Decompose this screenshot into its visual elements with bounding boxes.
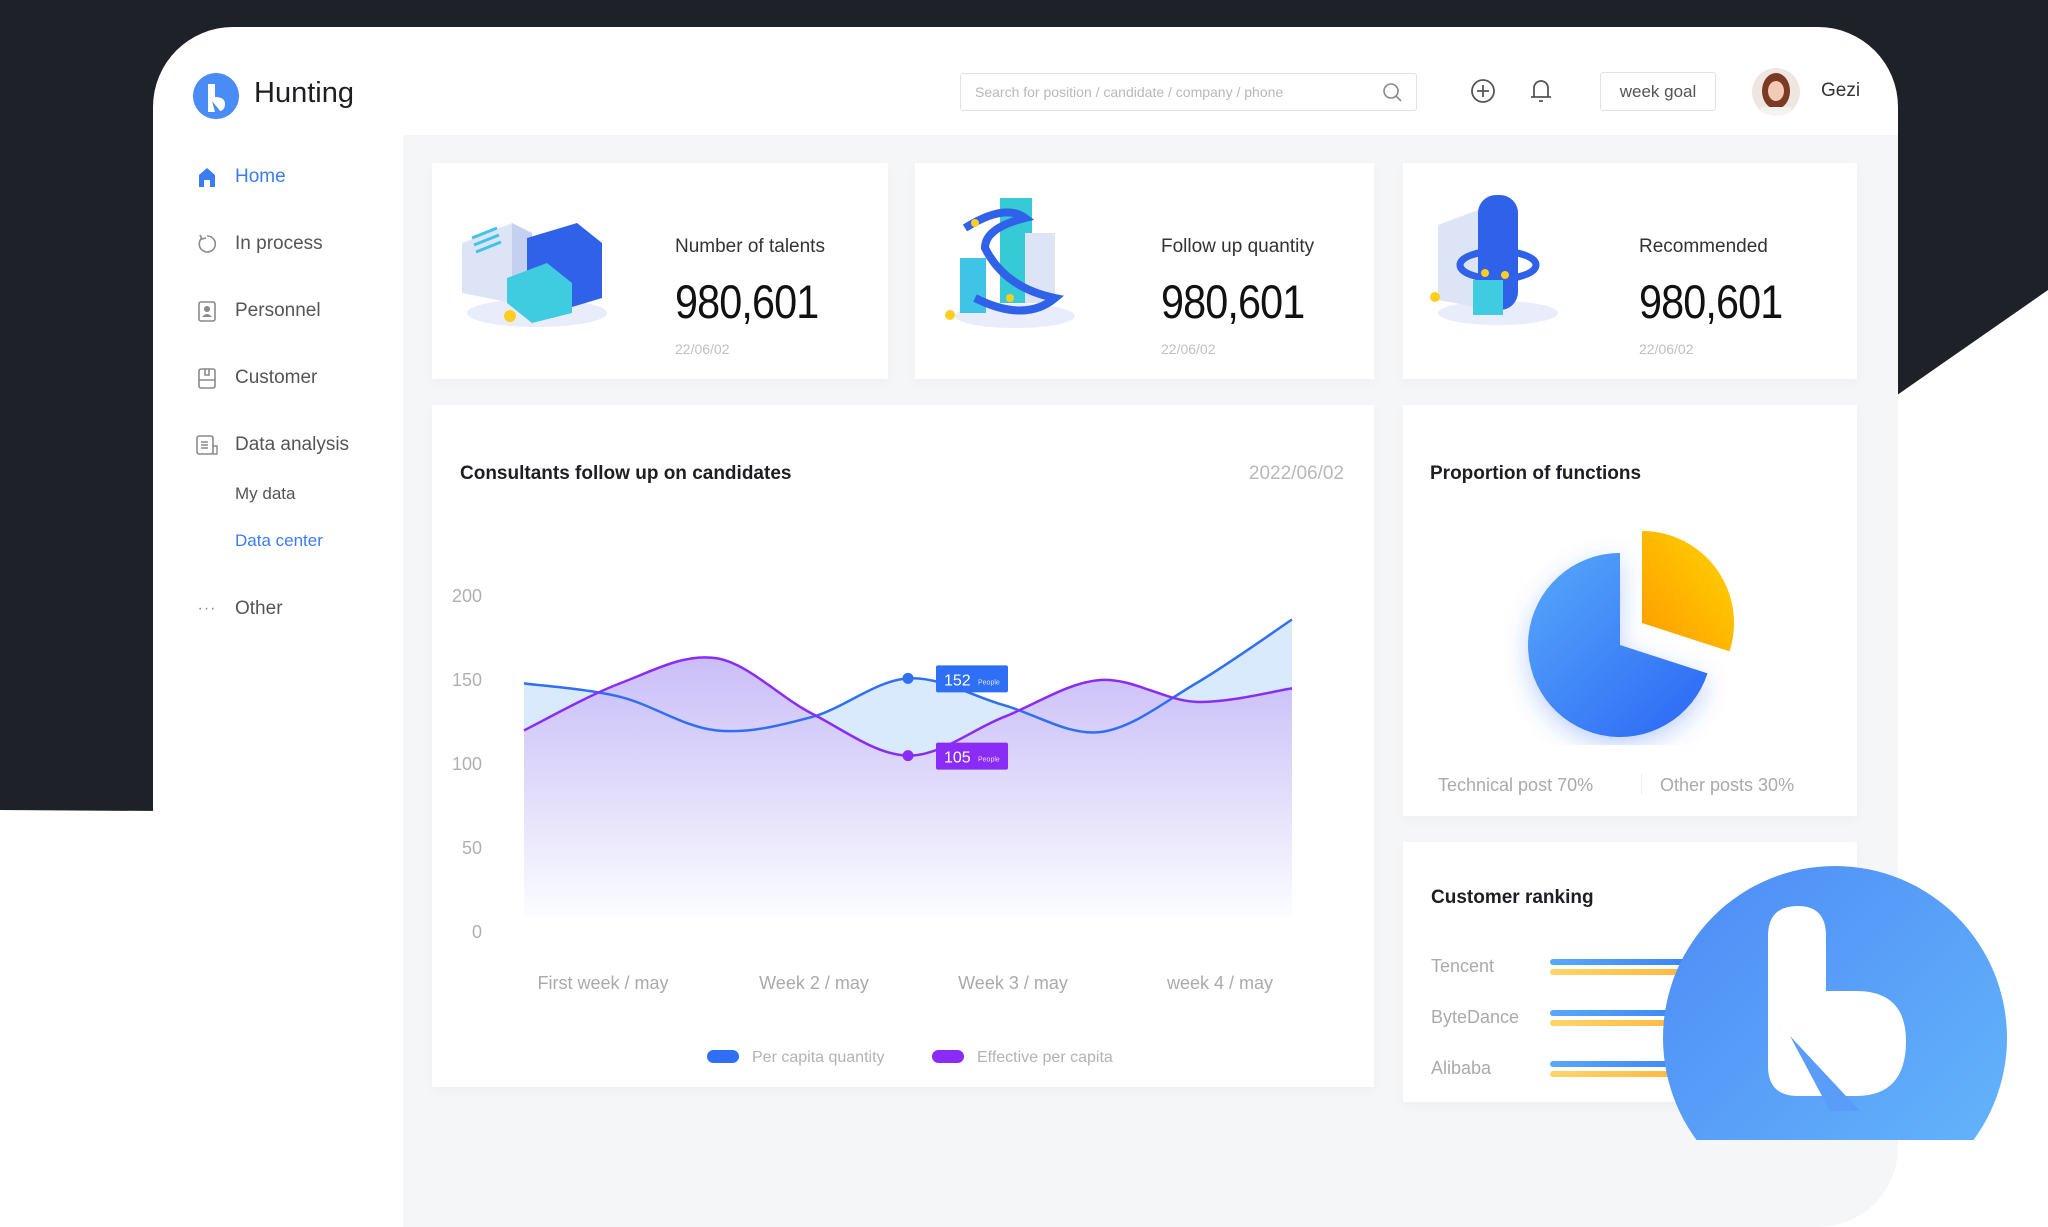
more-icon: ··· (197, 600, 217, 617)
ranking-company: Tencent (1431, 956, 1495, 976)
sidebar-item-label: Customer (235, 367, 318, 388)
report-icon (195, 433, 219, 457)
ranking-row: Tencent (1403, 954, 1857, 984)
stat-title: Number of talents (675, 236, 825, 257)
pie-slice-other[interactable] (1642, 531, 1734, 652)
x-tick-label: Week 3 / may (958, 973, 1068, 993)
data-point[interactable] (902, 672, 914, 684)
sidebar-item-label: Data center (235, 531, 323, 550)
app-logo-icon (193, 73, 239, 119)
ranking-bar-blue (1550, 959, 1800, 965)
search-input[interactable]: Search for position / candidate / compan… (960, 73, 1417, 111)
sidebar-item-label: In process (235, 233, 323, 254)
sidebar-item-in-process[interactable]: In process (153, 224, 403, 264)
app-title: Hunting (254, 77, 354, 109)
recommended-illustration (1430, 195, 1558, 325)
consultants-chart-card: Consultants follow up on candidates 2022… (432, 405, 1374, 1087)
stat-value: 980,601 (1161, 275, 1305, 328)
y-tick-label: 150 (452, 670, 482, 690)
data-label-box (936, 742, 1008, 770)
data-label-unit: People (978, 679, 1000, 686)
pie-label-divider (1641, 773, 1642, 795)
x-tick-label: Week 2 / may (759, 973, 869, 993)
sidebar-item-label: Data analysis (235, 434, 350, 455)
week-goal-button[interactable]: week goal (1600, 72, 1716, 111)
sidebar-item-label: Other (235, 598, 283, 619)
data-label-value: 105 (944, 750, 971, 767)
user-name: Gezi (1821, 80, 1861, 101)
chart-title: Consultants follow up on candidates (460, 463, 792, 484)
stat-card-recommended[interactable]: Recommended 980,601 22/06/02 (1403, 163, 1857, 379)
sidebar-item-home[interactable]: Home (153, 157, 403, 197)
pie-label-other: Other posts 30% (1660, 775, 1795, 795)
chart-date: 2022/06/02 (1248, 463, 1344, 484)
sidebar-item-data-analysis[interactable]: Data analysis (153, 425, 403, 465)
add-icon[interactable] (1469, 77, 1497, 105)
customer-icon (195, 366, 219, 390)
pie-title: Proportion of functions (1430, 463, 1642, 484)
sidebar-item-customer[interactable]: Customer (153, 358, 403, 398)
y-tick-label: 200 (452, 586, 482, 606)
talents-illustration (462, 223, 607, 327)
ranking-bar-orange (1550, 969, 1800, 975)
refresh-icon (195, 232, 219, 256)
sidebar-item-data-center[interactable]: Data center (153, 521, 403, 561)
stat-date: 22/06/02 (1161, 341, 1216, 357)
sidebar-item-other[interactable]: ··· Other (153, 589, 403, 629)
y-tick-label: 100 (452, 754, 482, 774)
y-tick-label: 0 (472, 922, 482, 942)
line-chart: 200 150 100 50 0 First week / may Week 2 / may… (452, 586, 1293, 1066)
person-card-icon (195, 299, 219, 323)
sidebar-item-label: Personnel (235, 300, 321, 321)
avatar[interactable] (1751, 67, 1801, 117)
legend-label: Effective per capita (977, 1049, 1113, 1066)
legend-label: Per capita quantity (752, 1049, 885, 1066)
x-tick-label: First week / may (537, 973, 668, 993)
sidebar-item-personnel[interactable]: Personnel (153, 291, 403, 331)
sidebar-item-label: My data (235, 484, 296, 503)
stat-value: 980,601 (1639, 275, 1783, 328)
x-tick-label: week 4 / may (1166, 973, 1273, 993)
proportion-card: Proportion of functions Technical post 7… (1403, 405, 1857, 816)
stat-title: Recommended (1639, 236, 1768, 257)
follow-up-illustration (945, 198, 1075, 328)
data-label-value: 152 (944, 672, 971, 689)
stat-date: 22/06/02 (675, 341, 730, 357)
search-icon[interactable] (1382, 82, 1404, 104)
pie-slice-technical[interactable] (1528, 553, 1708, 737)
legend-swatch (707, 1050, 739, 1063)
pie-label-technical: Technical post 70% (1438, 775, 1594, 795)
stat-date: 22/06/02 (1639, 341, 1694, 357)
pie-chart (1528, 531, 1734, 737)
data-label-unit: People (978, 757, 1000, 764)
stat-value: 980,601 (675, 275, 819, 328)
search-placeholder: Search for position / candidate / compan… (975, 84, 1284, 100)
brand-logo-icon (1663, 866, 2007, 1140)
stat-title: Follow up quantity (1161, 236, 1315, 257)
app-window: Hunting Home In process Personnel Custom… (153, 27, 1898, 1227)
ranking-company: Alibaba (1431, 1058, 1492, 1078)
ranking-company: ByteDance (1431, 1007, 1520, 1027)
sidebar-item-label: Home (235, 166, 286, 187)
legend-swatch (932, 1050, 964, 1063)
y-tick-label: 50 (462, 838, 482, 858)
home-icon (195, 165, 219, 189)
series-area-1 (524, 657, 1292, 917)
stat-card-talents[interactable]: Number of talents 980,601 22/06/02 (432, 163, 888, 379)
sidebar-item-my-data[interactable]: My data (153, 474, 403, 514)
stat-card-follow-up[interactable]: Follow up quantity 980,601 22/06/02 (915, 163, 1374, 379)
bell-icon[interactable] (1529, 77, 1553, 105)
ranking-title: Customer ranking (1431, 887, 1594, 908)
data-point[interactable] (902, 750, 914, 762)
data-label-box (936, 665, 1008, 693)
